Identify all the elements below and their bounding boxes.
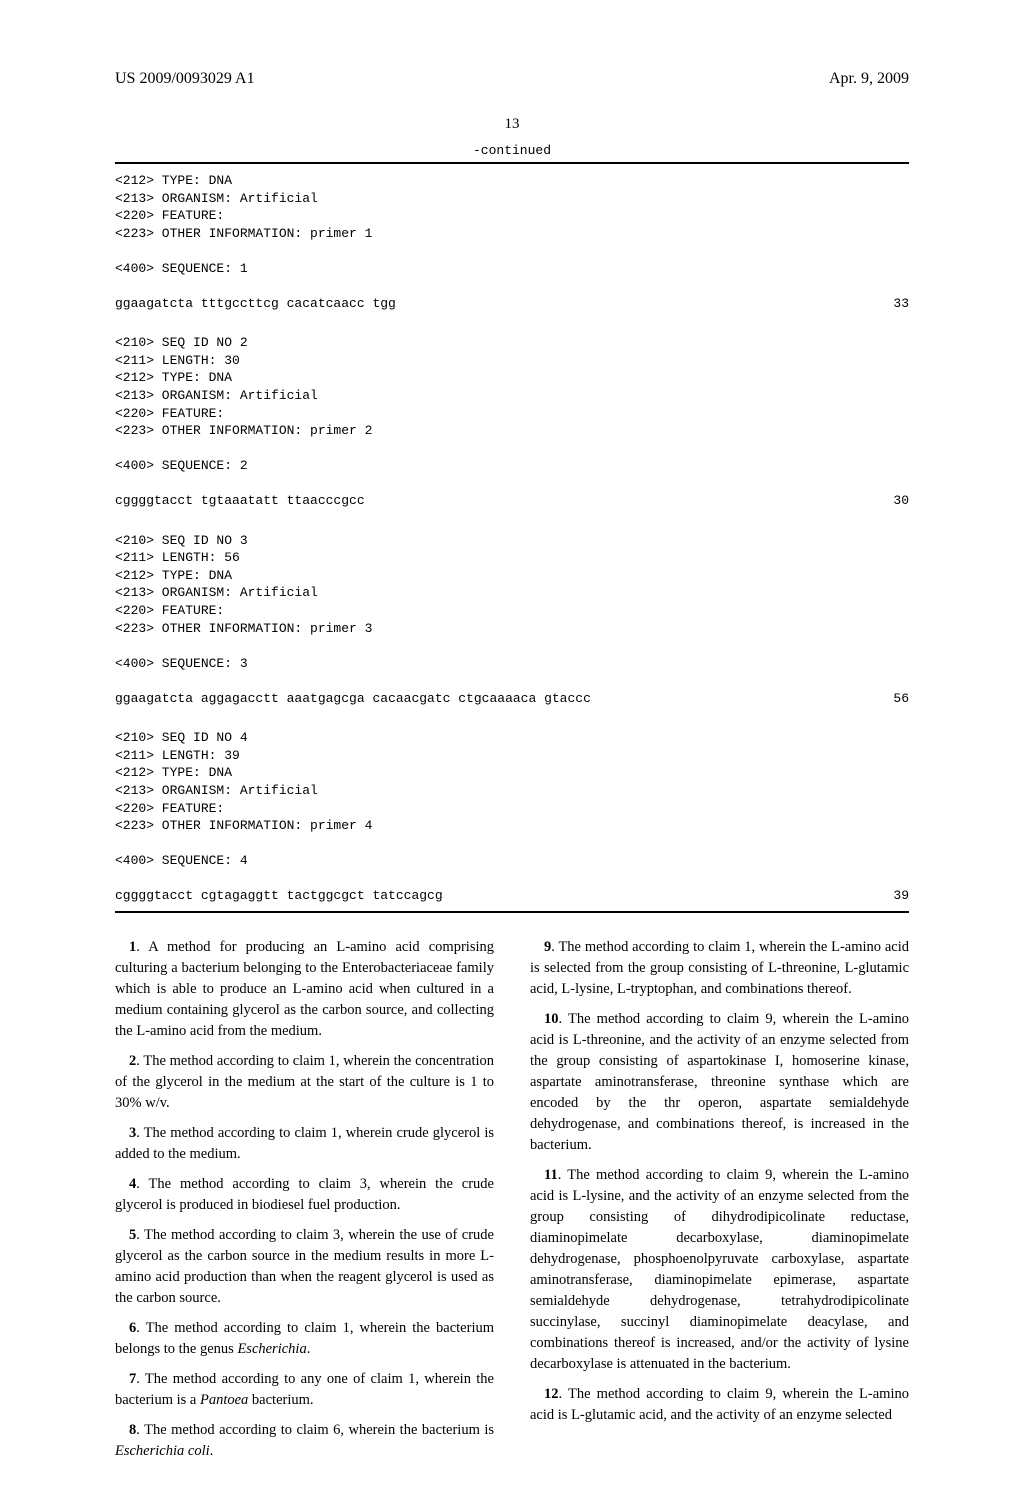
- claim-number: 11: [544, 1167, 558, 1183]
- page-header: US 2009/0093029 A1 Apr. 9, 2009: [115, 70, 909, 88]
- sequence-meta-line: <220> FEATURE:: [115, 207, 909, 225]
- claim-paragraph: 8. The method according to claim 6, wher…: [115, 1420, 494, 1462]
- sequence-meta-line: <212> TYPE: DNA: [115, 567, 909, 585]
- genus-name: Pantoea: [200, 1392, 248, 1408]
- sequence-label: <400> SEQUENCE: 4: [115, 852, 909, 870]
- publication-date: Apr. 9, 2009: [829, 70, 909, 88]
- sequence-text: ggaagatcta aggagacctt aaatgagcga cacaacg…: [115, 690, 591, 708]
- claim-number: 3: [129, 1125, 136, 1141]
- sequence-line: cggggtacct tgtaaatatt ttaacccgcc 30: [115, 492, 909, 510]
- sequence-meta-line: <223> OTHER INFORMATION: primer 3: [115, 620, 909, 638]
- claim-paragraph: 2. The method according to claim 1, wher…: [115, 1051, 494, 1114]
- sequence-length: 33: [893, 295, 909, 313]
- publication-number: US 2009/0093029 A1: [115, 70, 255, 88]
- claim-number: 5: [129, 1227, 136, 1243]
- sequence-meta-line: <220> FEATURE:: [115, 405, 909, 423]
- sequence-text: ggaagatcta tttgccttcg cacatcaacc tgg: [115, 295, 396, 313]
- claim-paragraph: 10. The method according to claim 9, whe…: [530, 1009, 909, 1156]
- claim-number: 12: [544, 1386, 559, 1402]
- sequence-meta-line: <213> ORGANISM: Artificial: [115, 387, 909, 405]
- sequence-label: <400> SEQUENCE: 3: [115, 655, 909, 673]
- claim-paragraph: 11. The method according to claim 9, whe…: [530, 1165, 909, 1375]
- sequence-length: 30: [893, 492, 909, 510]
- sequence-meta-line: <223> OTHER INFORMATION: primer 1: [115, 225, 909, 243]
- genus-name: Escherichia: [237, 1341, 306, 1357]
- sequence-meta-line: <210> SEQ ID NO 2: [115, 334, 909, 352]
- sequence-line: ggaagatcta aggagacctt aaatgagcga cacaacg…: [115, 690, 909, 708]
- sequence-meta-line: <212> TYPE: DNA: [115, 369, 909, 387]
- claim-number: 7: [129, 1371, 136, 1387]
- sequence-meta-line: <213> ORGANISM: Artificial: [115, 190, 909, 208]
- sequence-line: ggaagatcta tttgccttcg cacatcaacc tgg 33: [115, 295, 909, 313]
- sequence-text: cggggtacct cgtagaggtt tactggcgct tatccag…: [115, 887, 443, 905]
- sequence-meta-line: <212> TYPE: DNA: [115, 172, 909, 190]
- claim-paragraph: 5. The method according to claim 3, wher…: [115, 1225, 494, 1309]
- claim-paragraph: 1. A method for producing an L-amino aci…: [115, 937, 494, 1042]
- claim-number: 1: [129, 939, 136, 955]
- sequence-entry: <210> SEQ ID NO 4<211> LENGTH: 39<212> T…: [115, 729, 909, 904]
- sequence-meta-line: <213> ORGANISM: Artificial: [115, 782, 909, 800]
- claim-paragraph: 9. The method according to claim 1, wher…: [530, 937, 909, 1000]
- claim-number: 2: [129, 1053, 136, 1069]
- sequence-meta-line: <213> ORGANISM: Artificial: [115, 584, 909, 602]
- claim-number: 6: [129, 1320, 136, 1336]
- sequence-meta-line: <223> OTHER INFORMATION: primer 4: [115, 817, 909, 835]
- sequence-entry: <210> SEQ ID NO 2<211> LENGTH: 30<212> T…: [115, 334, 909, 509]
- claims-left-column: 1. A method for producing an L-amino aci…: [115, 937, 494, 1471]
- sequence-line: cggggtacct cgtagaggtt tactggcgct tatccag…: [115, 887, 909, 905]
- claim-paragraph: 6. The method according to claim 1, wher…: [115, 1318, 494, 1360]
- claim-paragraph: 7. The method according to any one of cl…: [115, 1369, 494, 1411]
- claims-right-column: 9. The method according to claim 1, wher…: [530, 937, 909, 1471]
- continued-label: -continued: [115, 143, 909, 158]
- claim-number: 4: [129, 1176, 136, 1192]
- sequence-meta-line: <220> FEATURE:: [115, 800, 909, 818]
- claim-number: 10: [544, 1011, 559, 1027]
- sequence-length: 39: [893, 887, 909, 905]
- sequence-length: 56: [893, 690, 909, 708]
- sequence-meta-line: <210> SEQ ID NO 3: [115, 532, 909, 550]
- sequence-meta-line: <211> LENGTH: 30: [115, 352, 909, 370]
- sequence-entry: <210> SEQ ID NO 3<211> LENGTH: 56<212> T…: [115, 532, 909, 707]
- sequence-meta-line: <223> OTHER INFORMATION: primer 2: [115, 422, 909, 440]
- claim-number: 8: [129, 1422, 136, 1438]
- sequence-meta-line: <211> LENGTH: 56: [115, 549, 909, 567]
- sequence-label: <400> SEQUENCE: 2: [115, 457, 909, 475]
- claim-number: 9: [544, 939, 551, 955]
- sequence-text: cggggtacct tgtaaatatt ttaacccgcc: [115, 492, 365, 510]
- sequence-meta-line: <220> FEATURE:: [115, 602, 909, 620]
- claims-columns: 1. A method for producing an L-amino aci…: [115, 937, 909, 1471]
- sequence-meta-line: <211> LENGTH: 39: [115, 747, 909, 765]
- sequence-listing-block: <212> TYPE: DNA<213> ORGANISM: Artificia…: [115, 162, 909, 913]
- claim-paragraph: 12. The method according to claim 9, whe…: [530, 1384, 909, 1426]
- sequence-entry: <212> TYPE: DNA<213> ORGANISM: Artificia…: [115, 172, 909, 312]
- genus-name: Escherichia coli: [115, 1443, 210, 1459]
- sequence-meta-line: <210> SEQ ID NO 4: [115, 729, 909, 747]
- claim-paragraph: 3. The method according to claim 1, wher…: [115, 1123, 494, 1165]
- sequence-label: <400> SEQUENCE: 1: [115, 260, 909, 278]
- claim-paragraph: 4. The method according to claim 3, wher…: [115, 1174, 494, 1216]
- page-number: 13: [115, 116, 909, 133]
- sequence-meta-line: <212> TYPE: DNA: [115, 764, 909, 782]
